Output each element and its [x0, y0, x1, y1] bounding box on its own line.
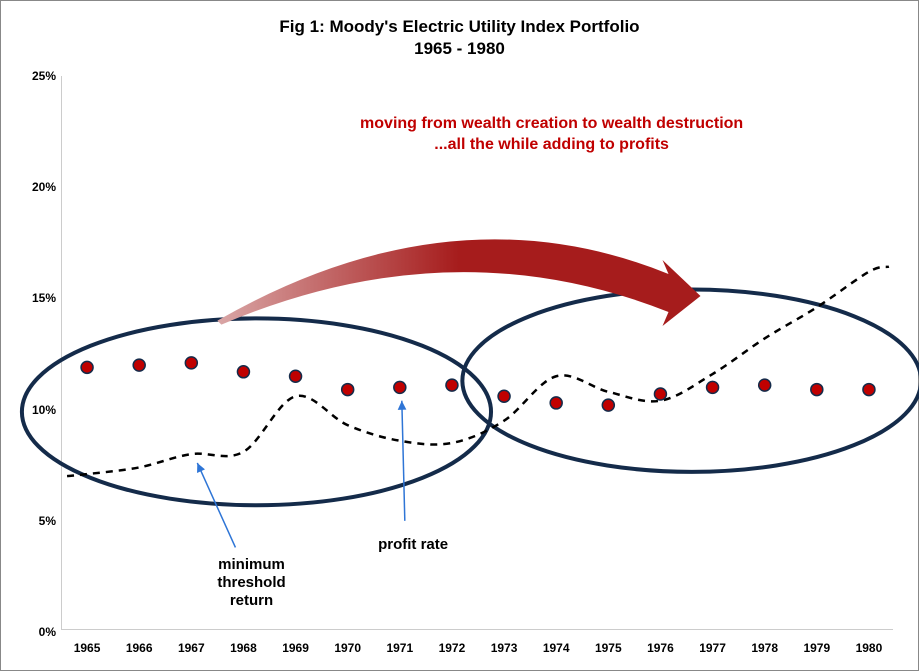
y-tick-label: 5%: [21, 514, 56, 528]
chart-container: Fig 1: Moody's Electric Utility Index Po…: [1, 1, 918, 670]
profit-rate-marker: [133, 359, 145, 371]
x-tick-label: 1975: [595, 641, 622, 655]
ellipse-highlight: [462, 290, 919, 472]
y-tick-label: 25%: [21, 69, 56, 83]
curved-arrow: [217, 239, 700, 326]
profit-rate-marker: [81, 361, 93, 373]
profit-rate-marker: [707, 381, 719, 393]
profit-rate-marker: [290, 370, 302, 382]
x-tick-label: 1966: [126, 641, 153, 655]
y-tick-label: 20%: [21, 180, 56, 194]
profit-rate-marker: [237, 366, 249, 378]
x-tick-label: 1978: [751, 641, 778, 655]
annotation-red-line1: moving from wealth creation to wealth de…: [360, 115, 743, 132]
pointer-arrow: [402, 401, 405, 521]
profit-rate-marker: [185, 357, 197, 369]
profit-rate-marker: [394, 381, 406, 393]
x-tick-label: 1969: [282, 641, 309, 655]
y-tick-label: 15%: [21, 291, 56, 305]
x-tick-label: 1974: [543, 641, 570, 655]
profit-rate-marker: [550, 397, 562, 409]
pointer-arrowhead: [398, 401, 407, 410]
profit-rate-marker: [446, 379, 458, 391]
profit-rate-marker: [602, 399, 614, 411]
profit-rate-marker: [342, 384, 354, 396]
profit-rate-marker: [863, 384, 875, 396]
profit-rate-marker: [811, 384, 823, 396]
x-tick-label: 1971: [386, 641, 413, 655]
x-tick-label: 1976: [647, 641, 674, 655]
x-tick-label: 1970: [334, 641, 361, 655]
annotation-threshold-label: minimumthresholdreturn: [197, 556, 307, 610]
ellipse-highlight: [22, 318, 491, 505]
annotation-wealth-destruction: moving from wealth creation to wealth de…: [322, 114, 782, 156]
title-line2: 1965 - 1980: [414, 39, 505, 58]
x-tick-label: 1973: [491, 641, 518, 655]
x-tick-label: 1979: [803, 641, 830, 655]
profit-rate-marker: [498, 390, 510, 402]
y-tick-label: 10%: [21, 403, 56, 417]
annotation-red-line2: ...all the while adding to profits: [434, 136, 669, 153]
profit-rate-marker: [759, 379, 771, 391]
title-line1: Fig 1: Moody's Electric Utility Index Po…: [279, 17, 639, 36]
x-tick-label: 1980: [856, 641, 883, 655]
chart-title: Fig 1: Moody's Electric Utility Index Po…: [1, 16, 918, 60]
profit-rate-marker: [654, 388, 666, 400]
x-tick-label: 1972: [439, 641, 466, 655]
x-tick-label: 1968: [230, 641, 257, 655]
y-tick-label: 0%: [21, 625, 56, 639]
x-tick-label: 1967: [178, 641, 205, 655]
annotation-profit-label: profit rate: [358, 536, 468, 554]
x-tick-label: 1965: [74, 641, 101, 655]
x-tick-label: 1977: [699, 641, 726, 655]
chart-svg: [61, 76, 895, 632]
